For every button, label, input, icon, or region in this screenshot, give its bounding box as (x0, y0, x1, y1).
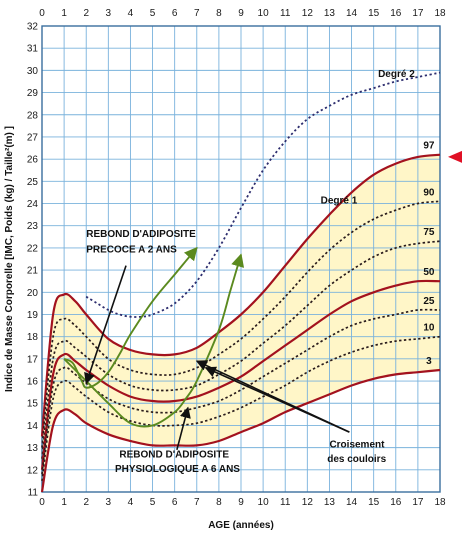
x-tick-label-bottom: 6 (172, 497, 178, 508)
annotation-arrow-1 (176, 406, 191, 451)
x-tick-label-top: 14 (346, 8, 358, 19)
x-tick-label-top: 6 (172, 8, 178, 19)
x-tick-label-bottom: 1 (61, 497, 67, 508)
x-tick-label-top: 16 (390, 8, 402, 19)
percentile-label-75: 75 (423, 227, 435, 238)
y-tick-label: 27 (27, 132, 39, 143)
x-tick-label-top: 12 (302, 8, 314, 19)
percentile-label-97: 97 (423, 141, 435, 152)
x-tick-label-top: 10 (258, 8, 270, 19)
curve-90 (41, 200, 441, 448)
y-tick-label: 29 (27, 88, 39, 99)
annotation-precoce-l1: REBOND D'ADIPOSITE (86, 229, 196, 240)
percentile-label-90: 90 (423, 187, 435, 198)
annotation-physio-l1: REBOND D'ADIPOSITE (119, 450, 229, 461)
x-tick-label-top: 1 (61, 8, 67, 19)
x-tick-label-bottom: 12 (302, 497, 314, 508)
curves (40, 71, 441, 493)
x-tick-label-bottom: 11 (280, 497, 291, 508)
y-tick-label: 13 (27, 443, 39, 454)
percentile-label-50: 50 (423, 267, 435, 278)
plot-frame (41, 25, 441, 493)
percentile-label-10: 10 (423, 323, 435, 334)
curve-75 (41, 240, 441, 459)
y-tick-label: 22 (27, 243, 39, 254)
annotation-arrow-3 (204, 366, 350, 433)
grid (41, 25, 441, 493)
y-tick-label: 31 (27, 44, 39, 55)
x-tick-label-bottom: 10 (258, 497, 270, 508)
x-tick-label-top: 8 (216, 8, 222, 19)
y-tick-label: 28 (27, 110, 39, 121)
x-tick-label-top: 5 (150, 8, 156, 19)
x-tick-label-bottom: 0 (39, 497, 45, 508)
annotation-precoce-l2: PRECOCE A 2 ANS (86, 244, 177, 255)
curve-25 (41, 308, 441, 475)
y-tick-label: 25 (27, 177, 39, 188)
annotation-degre2: Degré 2 (378, 69, 415, 80)
y-tick-label: 32 (27, 22, 39, 33)
y-tick-label: 15 (27, 399, 39, 410)
y-tick-label: 19 (27, 310, 39, 321)
green-trajectory-8 (63, 246, 198, 389)
percentile-label-25: 25 (423, 296, 435, 307)
y-tick-label: 20 (27, 288, 39, 299)
annotation-physio-l2: PHYSIOLOGIQUE A 6 ANS (115, 464, 240, 475)
y-tick-label: 24 (27, 199, 39, 210)
x-tick-label-bottom: 4 (128, 497, 134, 508)
x-tick-label-bottom: 2 (83, 497, 89, 508)
x-tick-label-bottom: 5 (150, 497, 156, 508)
x-tick-label-bottom: 14 (346, 497, 358, 508)
x-tick-label-top: 13 (324, 8, 336, 19)
x-tick-label-top: 18 (434, 8, 446, 19)
x-tick-label-bottom: 3 (106, 497, 112, 508)
x-tick-label-bottom: 15 (368, 497, 380, 508)
y-tick-label: 14 (27, 421, 39, 432)
x-tick-label-top: 15 (368, 8, 380, 19)
y-tick-label: 16 (27, 377, 39, 388)
x-tick-label-top: 0 (39, 8, 45, 19)
y-tick-label: 18 (27, 332, 39, 343)
x-tick-label-top: 11 (280, 8, 291, 19)
red-marker-icon (448, 150, 462, 163)
x-tick-label-bottom: 17 (412, 497, 424, 508)
curve-3 (40, 368, 441, 493)
x-tick-label-top: 3 (106, 8, 112, 19)
curve-degr-2 (85, 71, 441, 318)
annotation-degre1: Degré 1 (321, 196, 358, 207)
x-tick-label-bottom: 8 (216, 497, 222, 508)
y-tick-label: 23 (27, 221, 39, 232)
y-tick-label: 21 (27, 266, 39, 277)
x-tick-label-top: 9 (238, 8, 244, 19)
annotation-couloirs-l2: des couloirs (327, 454, 386, 465)
x-tick-label-top: 17 (412, 8, 424, 19)
y-tick-label: 11 (28, 488, 39, 499)
labels: 0011223344556677889910101111121213131414… (27, 8, 462, 508)
x-tick-label-top: 4 (128, 8, 134, 19)
x-axis-label: AGE (années) (208, 520, 274, 531)
y-tick-label: 12 (27, 465, 39, 476)
percentile-label-3: 3 (426, 356, 432, 367)
curve-97 (40, 153, 441, 437)
curve-50 (40, 279, 441, 470)
x-tick-label-bottom: 13 (324, 497, 336, 508)
y-tick-label: 30 (27, 66, 39, 77)
x-tick-label-bottom: 9 (238, 497, 244, 508)
x-tick-label-top: 7 (194, 8, 200, 19)
x-tick-label-top: 2 (83, 8, 89, 19)
x-tick-label-bottom: 7 (194, 497, 200, 508)
x-tick-label-bottom: 18 (434, 497, 446, 508)
annotation-arrow-0 (84, 265, 127, 385)
arrows (84, 265, 350, 451)
x-tick-label-bottom: 16 (390, 497, 402, 508)
annotation-couloirs-l1: Croisement (329, 440, 385, 451)
y-tick-label: 17 (27, 354, 39, 365)
y-axis-label: Indice de Masse Corporelle [IMC, Poids (… (4, 126, 15, 392)
y-tick-label: 26 (27, 155, 39, 166)
